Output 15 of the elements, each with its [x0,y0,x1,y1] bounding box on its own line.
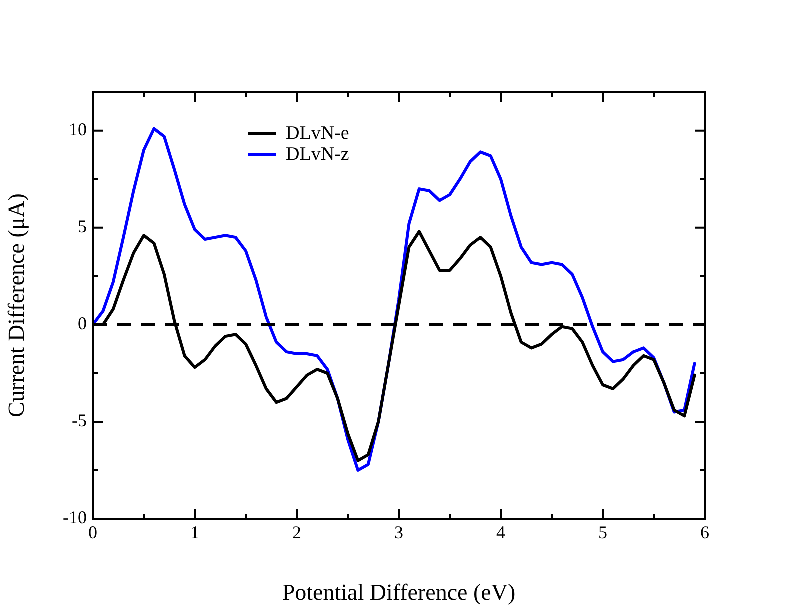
x-tick-label: 4 [496,522,506,543]
y-tick-label: -10 [63,508,87,528]
x-tick-label: 3 [394,522,404,543]
y-tick-label: 5 [78,216,87,237]
legend-label: DLvN-z [286,144,350,165]
legend-label: DLvN-e [286,122,350,144]
y-tick-label: 10 [69,120,87,140]
y-axis-title: Current Difference (μA) [4,194,29,418]
x-tick-label: 1 [190,522,200,543]
x-tick-label: 5 [598,522,608,543]
x-tick-label: 6 [700,522,710,543]
y-tick-label: -5 [72,410,87,431]
x-tick-label: 2 [292,522,302,543]
x-axis-title: Potential Difference (eV) [282,580,516,606]
y-tick-label: 0 [78,314,87,334]
